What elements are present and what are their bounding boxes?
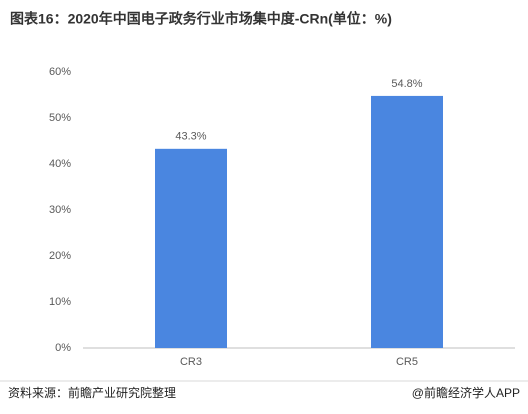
source-note: 资料来源：前瞻产业研究院整理 [8,385,176,400]
chart-title: 图表16：2020年中国电子政务行业市场集中度-CRn(单位：%) [10,11,392,27]
y-tick-label: 0% [55,342,71,354]
y-tick-label: 60% [49,66,71,78]
credit-note: @前瞻经济学人APP [412,385,520,400]
y-tick-label: 30% [49,204,71,216]
x-tick-label: CR3 [180,356,202,368]
x-tick-label: CR5 [396,356,418,368]
bar [371,95,443,348]
y-tick-label: 40% [49,158,71,170]
y-tick-label: 50% [49,112,71,124]
y-tick-label: 10% [49,296,71,308]
value-label: 54.8% [391,78,422,90]
bar [155,148,227,348]
y-tick-label: 20% [49,250,71,262]
value-label: 43.3% [175,131,206,143]
